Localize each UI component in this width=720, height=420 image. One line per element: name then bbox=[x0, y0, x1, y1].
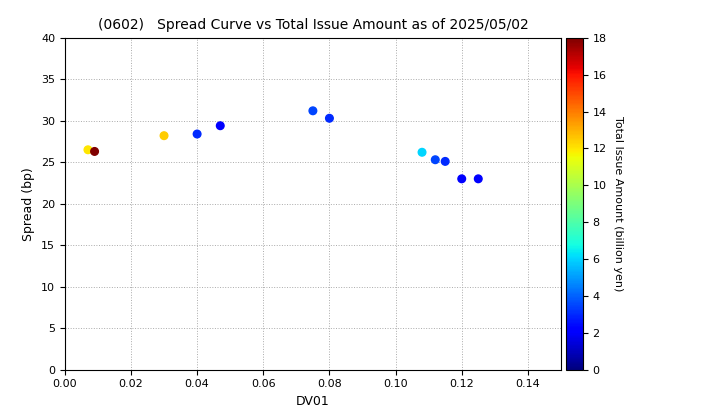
Point bbox=[192, 131, 203, 137]
Point bbox=[82, 147, 94, 153]
Point bbox=[307, 108, 319, 114]
Y-axis label: Total Issue Amount (billion yen): Total Issue Amount (billion yen) bbox=[613, 116, 624, 291]
Point bbox=[472, 176, 484, 182]
Point bbox=[439, 158, 451, 165]
Point bbox=[89, 148, 100, 155]
Point bbox=[324, 115, 336, 122]
Point bbox=[215, 122, 226, 129]
Point bbox=[430, 156, 441, 163]
Title: (0602)   Spread Curve vs Total Issue Amount as of 2025/05/02: (0602) Spread Curve vs Total Issue Amoun… bbox=[97, 18, 528, 32]
Y-axis label: Spread (bp): Spread (bp) bbox=[22, 167, 35, 241]
Point bbox=[416, 149, 428, 156]
X-axis label: DV01: DV01 bbox=[296, 395, 330, 408]
Point bbox=[456, 176, 467, 182]
Point bbox=[158, 132, 170, 139]
